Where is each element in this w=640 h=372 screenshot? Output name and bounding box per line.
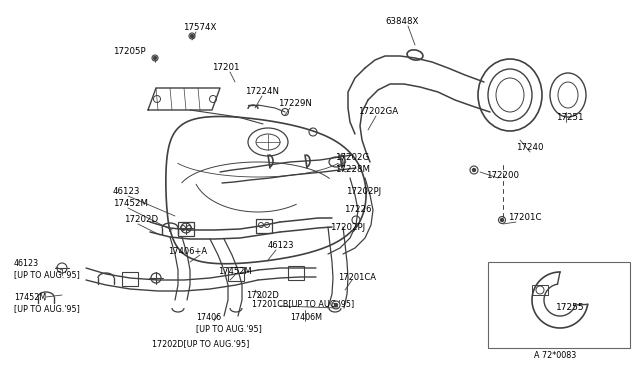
Text: [UP TO AUG.'95]: [UP TO AUG.'95]	[196, 324, 262, 334]
Bar	[288, 266, 304, 280]
Text: 17201CB[UP TO AUG.'95]: 17201CB[UP TO AUG.'95]	[252, 299, 355, 308]
Circle shape	[335, 304, 337, 307]
Text: 17201CA: 17201CA	[338, 273, 376, 282]
Circle shape	[472, 169, 476, 171]
Text: 17202D: 17202D	[124, 215, 158, 224]
Text: 17201: 17201	[212, 64, 239, 73]
Text: [UP TO AUG.'95]: [UP TO AUG.'95]	[14, 305, 80, 314]
Text: 17406: 17406	[196, 314, 221, 323]
Text: 17406+A: 17406+A	[168, 247, 207, 257]
Text: 46123: 46123	[113, 187, 141, 196]
Text: 17240: 17240	[516, 144, 543, 153]
Text: 17228M: 17228M	[335, 166, 370, 174]
Bar	[488, 262, 630, 348]
Text: 17255: 17255	[556, 304, 584, 312]
Text: 17202G: 17202G	[335, 154, 369, 163]
Text: 17574X: 17574X	[183, 23, 216, 32]
Bar	[228, 267, 244, 281]
Circle shape	[154, 57, 157, 60]
Text: 17251: 17251	[556, 113, 584, 122]
Text: 63848X: 63848X	[385, 17, 419, 26]
Text: 17224N: 17224N	[245, 87, 279, 96]
Text: 17226: 17226	[344, 205, 371, 215]
Text: [UP TO AUG.'95]: [UP TO AUG.'95]	[14, 270, 80, 279]
Text: 17452M: 17452M	[113, 199, 148, 208]
Text: 17202GA: 17202GA	[358, 108, 398, 116]
Bar	[256, 219, 272, 233]
Circle shape	[500, 218, 504, 221]
Text: 172200: 172200	[486, 170, 519, 180]
Text: 46123: 46123	[14, 260, 39, 269]
Text: 17202D: 17202D	[246, 292, 279, 301]
Text: 17201C: 17201C	[508, 214, 541, 222]
Text: 17452M: 17452M	[218, 267, 252, 276]
Bar	[122, 272, 138, 286]
Text: 17229N: 17229N	[278, 99, 312, 109]
Text: 17205P: 17205P	[113, 48, 146, 57]
Text: A 72*0083: A 72*0083	[534, 350, 576, 359]
Bar	[532, 285, 548, 295]
Bar	[178, 222, 194, 236]
Text: 17202PJ: 17202PJ	[346, 187, 381, 196]
Text: 17452M: 17452M	[14, 294, 46, 302]
Text: 46123: 46123	[268, 241, 294, 250]
Text: 17406M: 17406M	[290, 314, 322, 323]
Text: 17202D[UP TO AUG.'95]: 17202D[UP TO AUG.'95]	[152, 340, 250, 349]
Text: 17202PJ: 17202PJ	[330, 224, 365, 232]
Circle shape	[191, 35, 193, 38]
